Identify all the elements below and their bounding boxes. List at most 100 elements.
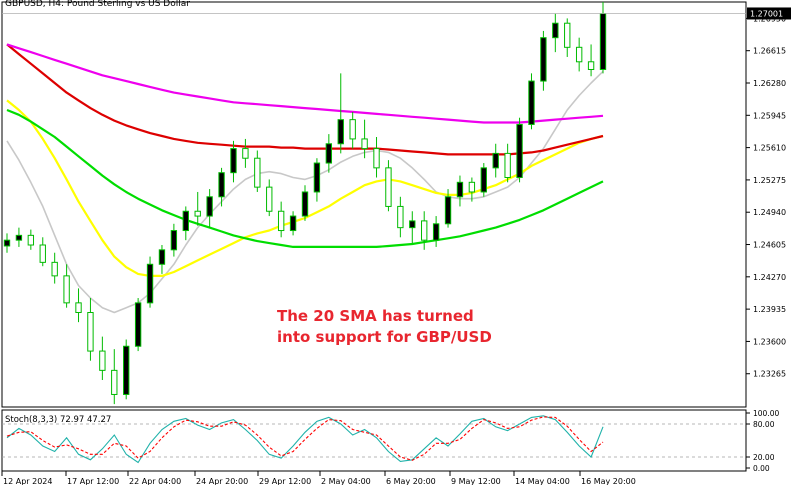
candle-body [170,230,178,251]
current-price-box [747,7,791,20]
candle-body [87,312,94,352]
candle [397,196,404,238]
candle [3,233,11,253]
candle-body [587,61,595,70]
stochastic-tick-label: 0.00 [753,464,770,473]
time-tick-label: 12 Apr 2024 [3,477,52,485]
candle-body [218,172,225,198]
candle-body [3,239,11,247]
candle-body [337,119,344,145]
annotation-line-1: The 20 SMA has turned [277,307,474,325]
candle [504,143,511,183]
candle [15,227,23,247]
candle-body [325,143,333,164]
time-tick-label: 14 May 04:00 [515,477,570,485]
candle-body [552,22,559,39]
time-tick-label: 16 May 20:00 [581,477,636,485]
candle-body [444,196,452,225]
candle [218,167,225,207]
candle-body [277,210,285,232]
candle [277,201,285,238]
price-tick-label: 1.24940 [753,208,786,217]
moving-average-line [6,108,604,248]
price-pane: GBPUSD, H4: Pound Sterling vs US Dollar … [1,0,791,408]
candle [325,134,333,173]
candle [158,245,166,274]
candle [99,336,106,380]
candle [552,13,559,53]
candle [421,211,428,250]
stochastic-levels [2,423,746,458]
time-tick-label: 22 Apr 04:00 [129,477,181,485]
candle-body [75,302,82,314]
candle-body [432,223,440,241]
candle-body [492,152,499,169]
price-tick-label: 1.23935 [753,305,786,314]
candle-body [15,234,23,241]
candle [75,288,82,323]
candle [146,256,154,308]
candle [313,158,321,202]
current-price-label: 1.27001 [750,9,783,18]
price-tick-label: 1.23265 [753,370,786,379]
candle [39,237,46,267]
candle [385,160,392,212]
candle-body [182,210,189,232]
candle-body [27,234,35,246]
stochastic-title: Stoch(8,3,3) 72.97 47.27 [5,415,111,425]
moving-average-line [6,70,604,314]
candle [540,30,547,91]
stochastic-tick-label: 20.00 [753,453,775,462]
candle [230,140,237,183]
candle-body [349,119,356,140]
stochastic-tick-label: 80.00 [753,420,775,429]
candle [528,73,535,130]
candle [337,73,344,154]
candle [349,111,356,149]
candle-body [540,37,547,82]
candle-body [158,249,166,265]
candle [111,349,118,405]
candle-body [397,205,404,229]
candle-body [575,46,583,63]
time-tick-label: 9 May 12:00 [451,477,501,485]
candle-body [385,167,392,207]
candle [516,117,523,183]
candle [373,137,380,178]
price-axis: 1.269501.266151.262801.259451.256101.252… [746,14,786,379]
candle-body [123,345,130,395]
candle [27,229,35,250]
candle [63,264,70,308]
candle [170,223,178,257]
moving-average-line [6,43,604,124]
candle [289,211,297,236]
candle [432,216,440,247]
candle-body [599,13,607,70]
candle [182,206,189,241]
candle [409,211,416,244]
candle [564,18,571,57]
candle-body [99,350,106,371]
candle [134,298,142,352]
candle-body [39,244,46,263]
candle [301,185,309,221]
stochastic-tick-label: 100.00 [753,409,779,418]
candle-body [468,181,476,193]
candle-body [146,263,154,304]
time-axis: 12 Apr 2024 17 Apr 12:00 22 Apr 04:00 24 Ap… [1,471,636,485]
candle-body [206,196,213,217]
candle [587,44,595,77]
time-tick-label: 6 May 20:00 [386,477,436,485]
candle [456,175,464,207]
price-tick-label: 1.23600 [753,337,786,346]
price-tick-label: 1.24605 [753,241,786,250]
candle [444,189,452,228]
price-tick-label: 1.25275 [753,176,786,185]
candle-body [134,302,142,347]
moving-average-line [6,43,604,156]
candle [492,143,499,178]
stochastic-line [6,415,604,464]
candle-body [194,210,201,217]
candle [361,119,368,159]
